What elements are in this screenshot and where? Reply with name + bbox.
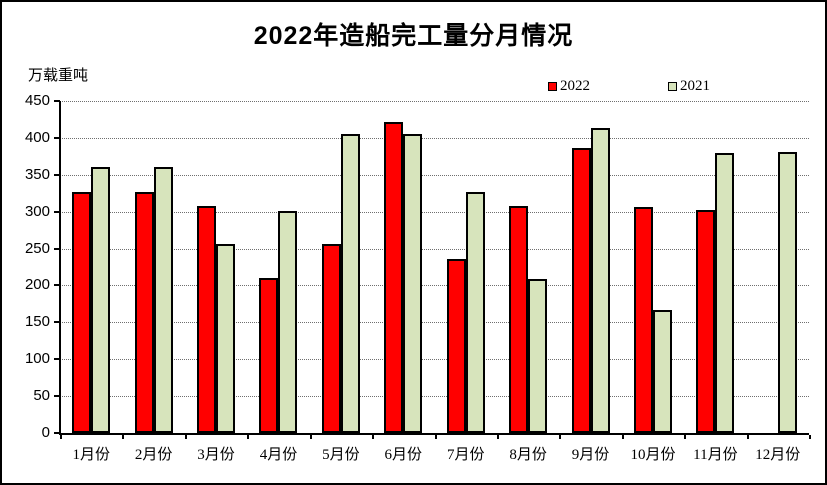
y-axis-tick [54,432,60,434]
gridline [60,248,809,250]
x-axis-label: 5月份 [322,447,360,463]
x-axis-label: 3月份 [197,447,235,463]
x-axis-tick [621,435,624,439]
bar-2021-month-4 [278,211,297,433]
y-axis-tick [54,173,60,176]
y-axis-label: 0 [41,424,50,441]
y-axis-label: 50 [33,387,50,405]
y-axis-label: 400 [24,128,50,146]
x-axis-tick [496,435,499,439]
y-axis-label: 100 [24,350,50,368]
gridline [60,359,809,361]
bar-2022-month-11 [696,210,715,433]
bar-2022-month-4 [259,278,278,433]
x-axis-tick [247,435,250,439]
legend-label-2022: 2022 [560,78,590,94]
y-axis-label: 200 [24,276,50,294]
x-axis-label: 10月份 [630,447,676,463]
bar-2021-month-10 [653,310,672,433]
gridline [60,101,809,102]
bar-2021-month-2 [154,167,173,433]
x-axis-tick [809,435,811,439]
legend-swatch-2022 [548,82,557,91]
y-axis-line [59,101,61,434]
x-axis-tick [684,435,687,439]
bar-2021-month-12 [778,152,797,433]
gridline [60,174,809,176]
x-axis-label: 11月份 [693,447,738,463]
gridline [60,211,809,213]
chart-title: 2022年造船完工量分月情况 [253,22,574,50]
bar-2022-month-8 [509,206,528,433]
legend-swatch-2021 [668,82,677,91]
x-axis-label: 1月份 [72,447,110,463]
x-axis-label: 6月份 [384,447,423,463]
x-axis-label: 4月份 [259,447,298,463]
bar-2022-month-10 [634,207,653,433]
bar-2021-month-6 [403,134,422,433]
gridline [60,137,809,139]
gridline [60,396,809,398]
bar-2021-month-7 [466,192,485,433]
y-axis-tick [54,358,60,361]
bar-2021-month-11 [715,153,734,433]
x-axis-label: 8月份 [509,447,547,463]
bar-2022-month-7 [447,259,466,433]
legend-label-2021: 2021 [680,78,710,94]
x-axis-tick [184,435,187,439]
bar-2022-month-3 [197,206,216,433]
bar-2021-month-5 [341,134,360,433]
bar-2021-month-8 [528,279,547,433]
y-axis-tick [54,100,60,102]
bar-2022-month-1 [72,192,91,433]
x-axis-tick [434,435,437,439]
x-axis-label: 12月份 [755,447,801,463]
y-axis-tick [54,321,60,324]
bar-2022-month-5 [322,244,341,433]
bar-2022-month-2 [135,192,154,433]
y-axis-tick [54,395,60,398]
x-axis-line [59,433,809,435]
y-axis-tick [54,136,60,139]
legend-item-2022: 2022 [548,78,590,95]
x-axis-label: 2月份 [134,447,173,463]
x-axis-label: 9月份 [571,447,610,463]
y-axis-label: 150 [24,313,50,331]
legend-item-2021: 2021 [668,78,710,95]
bar-2022-month-6 [384,122,403,433]
y-axis-label: 450 [24,92,50,109]
x-axis-tick [122,435,125,439]
x-axis-tick [559,435,562,439]
x-axis-label: 7月份 [446,447,485,463]
gridline [60,322,809,324]
x-axis-tick [309,435,312,439]
y-axis-label: 300 [24,202,50,220]
bar-2021-month-3 [216,244,235,433]
x-axis-tick [372,435,375,439]
bar-2022-month-9 [572,148,591,433]
x-axis-tick [60,435,62,439]
y-axis-label: 250 [24,239,50,257]
y-axis-tick [54,284,60,287]
gridline [60,285,809,287]
x-axis-tick [746,435,749,439]
y-axis-tick [54,210,60,213]
bar-2021-month-1 [91,167,110,433]
bar-2021-month-9 [591,128,610,433]
y-axis-unit-label: 万载重吨 [28,68,89,84]
y-axis-label: 350 [24,165,50,183]
y-axis-tick [54,247,60,250]
